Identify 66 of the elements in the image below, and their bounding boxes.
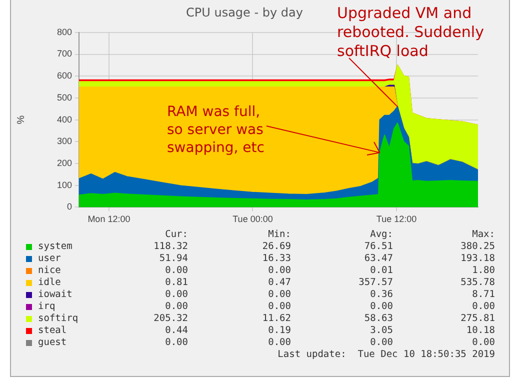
annotation: Upgraded VM and rebooted. Suddenly softIRQ load: [337, 4, 484, 60]
y-tick-label: 200: [56, 158, 72, 168]
legend-label: softirq: [38, 313, 78, 324]
legend-label: steal: [38, 325, 67, 336]
text: 0.81: [165, 277, 188, 288]
y-tick-label: 700: [56, 48, 72, 59]
text: 0.00: [165, 337, 188, 348]
text: 8.71: [472, 289, 495, 300]
legend-label: nice: [38, 265, 61, 276]
text: 0.00: [370, 301, 393, 312]
text: 0.00: [165, 289, 188, 300]
text: 0.00: [268, 337, 291, 348]
text: 0.00: [165, 265, 188, 276]
x-tick-label: Tue 12:00: [376, 214, 417, 224]
chart-title: CPU usage - by day: [186, 5, 303, 20]
text: 193.18: [460, 253, 495, 264]
text: 11.62: [262, 313, 291, 324]
text: Last update: Tue Dec 10 18:50:35 2019: [278, 349, 495, 360]
text: 205.32: [154, 313, 188, 324]
text: 58.63: [364, 313, 393, 324]
y-tick-label: 400: [56, 114, 72, 124]
legend-label: irq: [38, 301, 56, 312]
y-tick-label: 0: [66, 202, 72, 212]
text: 0.00: [370, 337, 393, 348]
text: 0.00: [472, 337, 495, 348]
text: 76.51: [364, 241, 393, 252]
legend-label: iowait: [38, 289, 72, 300]
y-tick-label: 800: [56, 26, 72, 37]
text: Min:: [268, 229, 291, 240]
y-tick-label: 500: [56, 92, 72, 102]
y-tick-label: 600: [56, 70, 72, 81]
text: 0.44: [165, 325, 188, 336]
text: 357.57: [358, 277, 393, 288]
text: 51.94: [159, 253, 188, 264]
text: Max:: [472, 229, 495, 240]
text: 0.00: [268, 289, 291, 300]
text: 0.00: [165, 301, 188, 312]
text: Cur:: [165, 229, 188, 240]
text: 275.81: [460, 313, 495, 324]
x-tick-label: Tue 00:00: [232, 214, 273, 224]
text: 380.25: [460, 241, 495, 252]
text: 0.00: [268, 301, 291, 312]
y-axis-title: %: [16, 115, 27, 124]
text: 0.00: [268, 265, 291, 276]
text: Avg:: [370, 229, 393, 240]
text: 0.19: [268, 325, 291, 336]
text: 63.47: [364, 253, 393, 264]
y-tick-label: 300: [56, 136, 72, 146]
text: 1.80: [472, 265, 495, 276]
text: 3.05: [370, 325, 393, 336]
legend-label: idle: [38, 277, 61, 288]
text: 0.36: [370, 289, 393, 300]
x-tick-label: Mon 12:00: [88, 214, 130, 224]
text: 0.47: [268, 277, 291, 288]
legend-label: guest: [38, 337, 67, 348]
text: 118.32: [154, 241, 188, 252]
text: 16.33: [262, 253, 291, 264]
legend-label: system: [38, 241, 72, 252]
text: 26.69: [262, 241, 291, 252]
y-tick-label: 100: [56, 180, 72, 190]
text: 535.78: [460, 277, 495, 288]
text: 0.00: [472, 301, 495, 312]
text: 0.01: [370, 265, 393, 276]
text: 10.18: [466, 325, 495, 336]
annotation: RAM was full, so server was swapping, etc: [167, 104, 264, 156]
legend-label: user: [38, 253, 61, 264]
